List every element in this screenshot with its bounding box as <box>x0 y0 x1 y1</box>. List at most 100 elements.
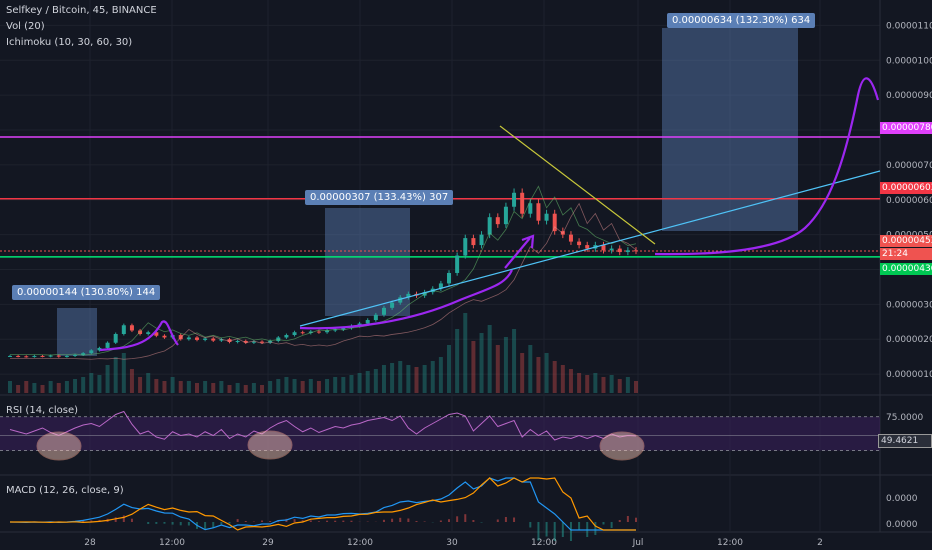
candle-body <box>471 238 476 246</box>
macd-histogram-bar <box>155 522 158 524</box>
x-tick-label: 30 <box>446 538 458 548</box>
candle-body <box>162 335 167 338</box>
volume-bar <box>138 377 143 393</box>
volume-bar <box>276 379 281 393</box>
macd-histogram-bar <box>204 522 207 529</box>
candle-body <box>438 283 443 289</box>
volume-bar <box>48 381 53 393</box>
measure-label-1[interactable]: 0.00000144 (130.80%) 144 <box>12 285 161 300</box>
candle-body <box>211 338 216 341</box>
symbol-legend[interactable]: Selfkey / Bitcoin, 45, BINANCE <box>6 5 157 16</box>
macd-histogram-bar <box>326 520 329 522</box>
volume-bar <box>121 353 126 393</box>
volume-bar <box>203 381 208 393</box>
macd-histogram-bar <box>244 521 247 522</box>
price-tag-current: 0.00000453 <box>880 235 932 247</box>
macd-histogram-bar <box>350 520 353 522</box>
x-tick-label: Jul <box>632 538 644 548</box>
volume-bar <box>260 385 265 393</box>
macd-histogram-bar <box>626 516 629 522</box>
volume-bar <box>243 385 248 393</box>
ichimoku-line-a <box>10 185 637 356</box>
candle-body <box>634 250 638 252</box>
volume-bar <box>300 381 305 393</box>
measure-label-2[interactable]: 0.00000307 (133.43%) 307 <box>305 190 454 205</box>
volume-bar <box>552 361 557 393</box>
candle-body <box>24 356 29 358</box>
macd-histogram-bar <box>635 517 637 522</box>
candle-body <box>365 320 370 324</box>
volume-bar <box>422 365 427 393</box>
macd-histogram-bar <box>171 522 174 525</box>
macd-histogram-bar <box>504 517 507 522</box>
macd-histogram-bar <box>602 522 605 525</box>
volume-bar <box>455 329 460 393</box>
volume-bar <box>40 385 45 393</box>
candle-body <box>585 245 590 249</box>
candle-body <box>341 328 346 330</box>
volume-bar <box>186 381 191 393</box>
candle-body <box>601 245 606 251</box>
macd-tick-2: 0.0000 <box>886 520 918 530</box>
volume-legend[interactable]: Vol (20) <box>6 21 45 32</box>
macd-histogram-bar <box>220 522 223 525</box>
candle-body <box>81 353 86 355</box>
macd-tick-1: 0.0000 <box>886 494 918 504</box>
rsi-band <box>0 416 880 451</box>
macd-histogram-bar <box>163 522 166 524</box>
volume-bar <box>64 381 69 393</box>
trendline-cyan <box>299 170 881 327</box>
ichimoku-line-b <box>10 202 637 360</box>
rsi-line <box>9 410 637 441</box>
macd-histogram-bar <box>407 518 410 522</box>
x-tick-label: 12:00 <box>531 538 557 548</box>
macd-histogram-bar <box>464 514 467 522</box>
price-tag-magenta: 0.00000780 <box>880 122 932 134</box>
rsi-ellipse <box>599 431 645 461</box>
ichimoku-legend[interactable]: Ichimoku (10, 30, 60, 30) <box>6 37 133 48</box>
candle-body <box>487 217 492 235</box>
macd-histogram-bar <box>147 522 150 524</box>
drawing-purple-2 <box>299 269 513 330</box>
macd-histogram-bar <box>448 519 451 522</box>
candle-body <box>276 337 281 341</box>
volume-bar <box>16 385 21 393</box>
macd-legend[interactable]: MACD (12, 26, close, 9) <box>6 485 124 496</box>
macd-histogram-bar <box>553 522 556 541</box>
macd-histogram-bar <box>561 522 564 537</box>
volume-bar <box>284 377 289 393</box>
volume-bar <box>634 381 638 393</box>
macd-histogram-bar <box>114 517 117 522</box>
drawing-purple-arrow <box>504 234 535 269</box>
volume-bar <box>593 373 598 393</box>
volume-bar <box>520 353 525 393</box>
rsi-legend[interactable]: RSI (14, close) <box>6 405 79 416</box>
candle-body <box>617 248 622 253</box>
candle-body <box>316 331 321 333</box>
candle-body <box>40 355 45 357</box>
rsi-value-tag: 49.4621 <box>878 434 932 448</box>
volume-bar <box>235 383 240 393</box>
candle-body <box>568 234 573 242</box>
volume-bar <box>97 375 102 393</box>
macd-histogram-bar <box>82 521 85 522</box>
measure-box-1 <box>57 308 97 356</box>
volume-bar <box>601 377 606 393</box>
macd-histogram-bar <box>537 522 540 541</box>
volume-bar <box>528 345 533 393</box>
macd-histogram-bar <box>399 517 402 522</box>
volume-bar <box>568 369 573 393</box>
x-tick-label: 28 <box>84 538 96 548</box>
candle-body <box>406 293 411 298</box>
measure-label-3[interactable]: 0.00000634 (132.30%) 634 <box>667 13 816 28</box>
volume-bar <box>438 357 443 393</box>
volume-bar <box>227 385 232 393</box>
volume-bar <box>381 365 386 393</box>
volume-bar <box>398 361 403 393</box>
drawing-purple-1 <box>99 320 179 352</box>
volume-bar <box>81 377 86 393</box>
